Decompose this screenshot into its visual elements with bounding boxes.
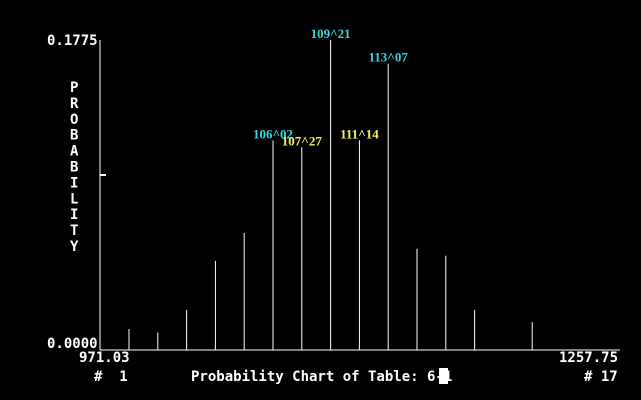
y-axis-label-letter: A [70,144,79,160]
x-max-index: # 17 [584,369,618,385]
y-axis-label-letter: P [70,80,78,96]
y-axis-label-letter: Y [70,239,79,255]
y-axis-label-letter: O [70,112,78,128]
y-axis-label-letter: T [70,223,78,239]
bar-peak-label: 111^14 [340,126,379,141]
x-max-label: 1257.75 [559,350,618,366]
y-axis-label-letter: B [70,128,78,144]
y-axis-label-letter: I [70,207,78,223]
x-min-label: 971.03 [79,350,130,366]
x-min-index: # 1 [94,369,128,385]
y-axis-label-letter: I [70,175,78,191]
bar-peak-label: 113^07 [369,50,409,65]
text-cursor [439,368,448,384]
y-max-label: 0.1775 [47,33,98,49]
y-min-label: 0.0000 [47,336,98,352]
y-axis-label-letter: L [70,191,78,207]
y-axis-label-letter: B [70,160,78,176]
bar-peak-label: 107^27 [282,133,323,148]
y-axis-label-letter: R [70,96,79,112]
chart-footer-title: Probability Chart of Table: 6-1 [191,369,452,385]
bar-series [128,40,533,350]
bar-peak-label: 106^02 [253,126,293,141]
bar-peak-label: 109^21 [311,26,351,41]
